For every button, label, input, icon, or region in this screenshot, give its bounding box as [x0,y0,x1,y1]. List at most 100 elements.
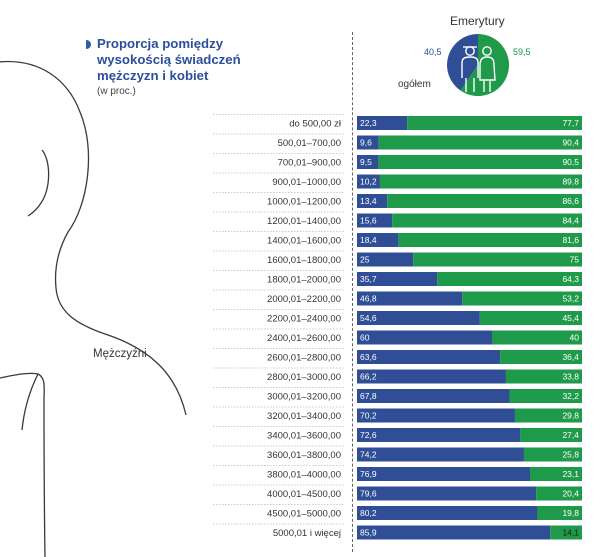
category-label: 3200,01–3400,00 [267,411,341,422]
men-label: Mężczyźni [93,348,147,360]
bar-women-value: 75 [570,255,580,265]
category-label: do 500,00 zł [289,118,342,129]
bar-men [357,252,414,267]
category-label: 4000,01–4500,00 [267,489,341,500]
bar-women [500,350,582,364]
bar-women [378,155,583,169]
bar-men-value: 9,5 [360,157,372,167]
category-label: 1800,01–2000,00 [267,274,341,285]
bar-men-value: 15,6 [360,216,377,226]
category-label: 5000,01 i więcej [273,528,341,539]
bar-women-value: 77,7 [562,118,579,128]
bar-men-value: 74,2 [360,450,377,460]
bar-women [379,174,582,189]
bar-women [479,311,582,325]
donut-total-label: ogółem [398,79,431,90]
bar-women-value: 14,1 [562,528,579,538]
couple-icon [461,46,496,92]
bar-men [357,155,379,169]
divider-line [352,32,353,552]
bar-men [357,428,521,442]
bar-women-value: 45,4 [562,313,579,323]
bar-men-value: 22,3 [360,118,377,128]
bar-men-value: 18,4 [360,235,377,245]
bar-women [492,330,582,345]
bar-women-value: 33,8 [562,372,579,382]
bar-men [357,408,515,423]
bar-women-value: 84,4 [562,216,579,226]
bar-women-value: 90,4 [562,138,579,148]
bar-women [509,389,582,403]
bar-women [387,194,582,208]
bar-men [357,506,538,520]
donut-women-value: 59,5 [513,47,531,57]
category-label: 900,01–1000,00 [272,177,341,188]
bar-men [357,369,506,384]
bar-women [550,525,582,540]
title-marker-icon [86,40,91,49]
donut-slice-women [460,34,509,96]
bar-men-value: 70,2 [360,411,377,421]
donut-men-value: 40,5 [424,47,442,57]
bar-men-value: 72,6 [360,430,377,440]
bar-women-value: 64,3 [562,274,579,284]
bar-men-value: 85,9 [360,528,377,538]
category-label: 4500,01–5000,00 [267,508,341,519]
category-label: 500,01–700,00 [278,138,341,149]
bar-men-value: 67,8 [360,391,377,401]
bar-women [407,116,583,130]
category-label: 3800,01–4000,00 [267,469,341,480]
emerytury-donut [447,34,509,96]
bar-men-value: 25 [360,255,370,265]
title-line-3: mężczyzn i kobiet [97,68,209,83]
bar-women-value: 23,1 [562,469,579,479]
bar-women-value: 20,4 [562,489,579,499]
bar-men [357,194,388,208]
bar-women [505,369,582,384]
bar-women-value: 40 [570,333,580,343]
bar-women-value: 89,8 [562,177,579,187]
bar-women-value: 81,6 [562,235,579,245]
bar-women [462,291,582,306]
bar-men [357,467,531,481]
bar-women [398,233,582,247]
category-label: 3600,01–3800,00 [267,450,341,461]
bar-men-value: 60 [360,333,370,343]
bar-men-value: 10,2 [360,177,377,187]
title-line-2: wysokością świadczeń [97,52,241,67]
category-label: 3400,01–3600,00 [267,430,341,441]
bar-men [357,330,492,345]
bar-men-value: 79,6 [360,489,377,499]
bar-women [413,252,582,267]
title-line-1: Proporcja pomiędzy [97,36,224,51]
bar-women [536,486,582,501]
category-label: 3000,01–3200,00 [267,391,341,402]
bar-women [437,272,582,286]
category-label: 2400,01–2600,00 [267,333,341,344]
bar-men [357,272,438,286]
bar-men-value: 46,8 [360,294,377,304]
man-silhouette [0,60,187,557]
bar-men [357,350,501,364]
emerytury-title: Emerytury [450,14,505,28]
bar-women-value: 86,6 [562,196,579,206]
category-label: 1600,01–1800,00 [267,255,341,266]
bar-women-value: 29,8 [562,411,579,421]
bar-men-value: 80,2 [360,508,377,518]
bar-women-value: 25,8 [562,450,579,460]
category-label: 700,01–900,00 [278,157,341,168]
bar-men [357,311,480,325]
bar-women [392,213,582,228]
bar-women-value: 53,2 [562,294,579,304]
bar-women [537,506,582,520]
bar-men-value: 13,4 [360,196,377,206]
bar-women-value: 36,4 [562,352,579,362]
bar-men-value: 54,6 [360,313,377,323]
bar-men [357,116,408,130]
bar-men-value: 66,2 [360,372,377,382]
bar-women-value: 90,5 [562,157,579,167]
bar-women [523,447,582,462]
bar-men [357,135,379,150]
bar-women [514,408,582,423]
